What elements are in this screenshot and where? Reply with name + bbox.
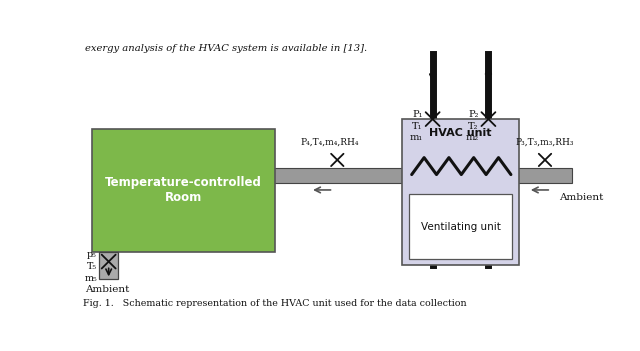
Text: P₂
T₂
m₂: P₂ T₂ m₂ bbox=[465, 110, 478, 143]
Text: P₄,T₄,m₄,RH₄: P₄,T₄,m₄,RH₄ bbox=[300, 138, 359, 147]
Bar bbox=[410, 194, 513, 259]
Text: P₁
T₁
m₁: P₁ T₁ m₁ bbox=[410, 110, 422, 143]
Text: P₃,T₃,m₃,RH₃: P₃,T₃,m₃,RH₃ bbox=[516, 138, 574, 147]
Text: p₅
T₅
m₅: p₅ T₅ m₅ bbox=[84, 250, 97, 283]
Text: Temperature-controlled
Room: Temperature-controlled Room bbox=[105, 176, 262, 204]
Text: Fig. 1.   Schematic representation of the HVAC unit used for the data collection: Fig. 1. Schematic representation of the … bbox=[83, 299, 467, 308]
Bar bbox=[402, 119, 520, 265]
Text: exergy analysis of the HVAC system is available in [13].: exergy analysis of the HVAC system is av… bbox=[84, 45, 367, 53]
Text: Ventilating unit: Ventilating unit bbox=[421, 221, 501, 232]
Text: HVAC unit: HVAC unit bbox=[429, 128, 492, 138]
Bar bbox=[99, 252, 118, 279]
Bar bbox=[518, 168, 572, 183]
Text: Ambient: Ambient bbox=[559, 193, 604, 202]
Text: Ambient: Ambient bbox=[84, 285, 129, 294]
Bar bbox=[92, 129, 275, 252]
Bar bbox=[274, 168, 402, 183]
